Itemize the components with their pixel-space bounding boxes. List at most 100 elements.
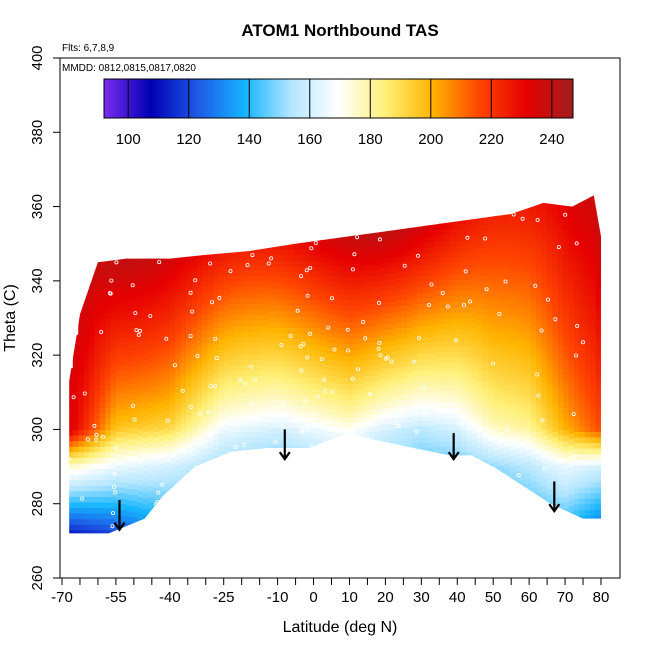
field-cell	[153, 442, 160, 449]
field-cell	[304, 316, 311, 323]
field-cell	[277, 405, 284, 412]
field-cell	[568, 488, 575, 496]
field-cell	[83, 345, 90, 353]
field-cell	[525, 321, 532, 328]
field-cell	[530, 236, 537, 243]
field-cell	[121, 498, 128, 505]
field-cell	[574, 336, 580, 343]
field-cell	[590, 214, 597, 221]
field-cell	[584, 487, 591, 494]
field-cell	[541, 462, 548, 470]
field-cell	[477, 342, 483, 349]
field-cell	[89, 535, 95, 541]
field-cell	[504, 245, 510, 252]
field-cell	[433, 262, 440, 269]
field-cell	[175, 258, 182, 265]
field-cell	[89, 429, 95, 436]
field-cell	[579, 364, 586, 371]
field-cell	[487, 245, 494, 252]
field-cell	[191, 427, 198, 434]
field-cell	[83, 451, 90, 458]
field-cell	[450, 262, 457, 269]
field-cell	[520, 468, 527, 475]
field-cell	[69, 513, 74, 520]
field-cell	[347, 433, 354, 440]
field-cell	[266, 321, 273, 328]
field-cell	[530, 436, 537, 444]
field-cell	[390, 396, 397, 403]
field-cell	[520, 474, 527, 481]
field-cell	[374, 225, 381, 232]
field-cell	[121, 381, 128, 388]
field-cell	[374, 364, 381, 371]
field-cell	[266, 332, 273, 340]
field-cell	[180, 468, 187, 475]
field-cell	[574, 286, 580, 293]
field-cell	[487, 262, 494, 269]
field-cell	[78, 318, 85, 325]
field-cell	[186, 464, 192, 471]
field-cell	[509, 405, 516, 412]
field-cell	[309, 249, 316, 256]
sample-point	[326, 419, 331, 424]
sample-point	[160, 482, 165, 487]
field-cell	[293, 316, 300, 323]
field-cell	[196, 446, 203, 453]
field-cell	[444, 323, 451, 330]
field-cell	[250, 280, 257, 288]
field-cell	[590, 487, 597, 494]
field-cell	[126, 288, 133, 295]
field-cell	[557, 223, 564, 230]
field-cell	[320, 267, 327, 275]
field-cell	[169, 457, 176, 464]
field-cell	[460, 379, 467, 386]
sample-point	[378, 353, 383, 358]
field-cell	[169, 245, 176, 252]
field-cell	[202, 275, 209, 282]
field-cell	[579, 195, 586, 198]
field-cell	[536, 275, 543, 282]
field-cell	[261, 314, 268, 321]
field-cell	[401, 305, 408, 312]
field-cell	[595, 225, 601, 232]
field-cell	[498, 436, 505, 444]
field-cell	[261, 353, 268, 360]
field-cell	[601, 387, 607, 393]
field-cell	[256, 370, 262, 377]
field-cell	[83, 423, 90, 431]
field-cell	[401, 366, 408, 373]
field-cell	[487, 373, 494, 380]
field-cell	[72, 446, 79, 453]
sample-point	[503, 279, 508, 284]
field-cell	[563, 262, 570, 269]
field-cell	[115, 280, 122, 288]
field-cell	[509, 455, 516, 462]
field-cell	[69, 435, 74, 442]
field-cell	[121, 258, 128, 265]
field-cell	[159, 446, 165, 453]
field-cell	[175, 431, 182, 438]
field-cell	[304, 299, 311, 306]
field-cell	[541, 262, 548, 269]
field-cell	[89, 351, 95, 358]
field-cell	[304, 371, 311, 379]
field-cell	[444, 384, 451, 392]
field-cell	[417, 358, 424, 366]
field-cell	[390, 217, 397, 224]
field-cell	[477, 292, 483, 299]
field-cell	[557, 496, 564, 503]
field-cell	[159, 273, 165, 280]
field-cell	[304, 310, 311, 317]
field-cell	[390, 245, 397, 252]
field-cell	[477, 214, 483, 221]
field-cell	[514, 202, 521, 210]
field-cell	[363, 397, 370, 405]
field-cell	[169, 334, 176, 341]
field-cell	[396, 249, 403, 256]
field-cell	[363, 442, 370, 449]
field-cell	[191, 433, 198, 440]
field-cell	[336, 349, 343, 356]
field-cell	[336, 360, 343, 367]
field-cell	[493, 271, 500, 278]
field-cell	[94, 407, 101, 414]
